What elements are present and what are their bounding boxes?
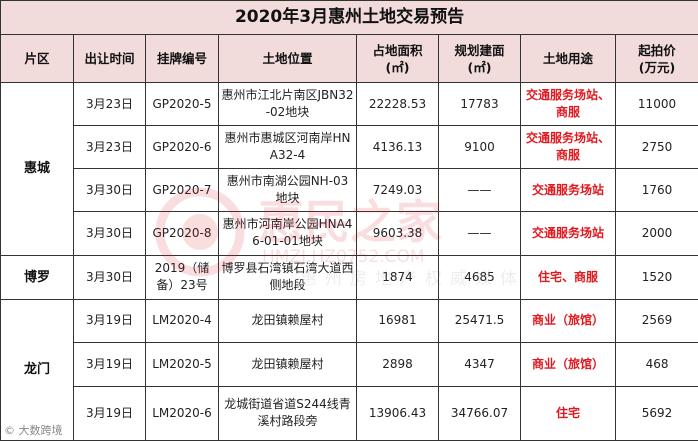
header-region: 片区: [0, 34, 74, 84]
region-cell-longmen: 龙门: [0, 298, 74, 441]
price-cell: 2750: [614, 125, 698, 170]
table-row: 3月19日 LM2020-6 龙城街道省道S244线青溪村路段旁 13906.4…: [1, 385, 698, 441]
location-cell: 龙田镇赖屋村: [218, 341, 357, 387]
region-cell-boluo: 博罗: [0, 254, 74, 300]
area-cell: 2898: [356, 341, 439, 387]
build-cell: 4347: [438, 341, 521, 387]
use-cell: 商业（旅馆）: [520, 341, 616, 387]
table-row: 博罗 3月30日 2019（储备）23号 博罗县石湾镇石湾大道西侧地段 1874…: [0, 254, 698, 300]
use-cell: 交通服务场站、商服: [520, 125, 616, 170]
title-row: 2020年3月惠州土地交易预告: [0, 0, 698, 36]
area-cell: 13906.43: [356, 385, 439, 441]
build-cell: 34766.07: [438, 385, 521, 441]
table-row: 3月19日 LM2020-5 龙田镇赖屋村 2898 4347 商业（旅馆） 4…: [1, 341, 698, 387]
use-cell: 交通服务场站: [520, 168, 616, 213]
build-cell: ——: [438, 211, 521, 256]
price-cell: 5692: [614, 385, 698, 441]
build-cell: 25471.5: [438, 298, 521, 343]
header-area: 占地面积 (㎡): [356, 34, 439, 84]
area-cell: 7249.03: [356, 168, 439, 213]
header-location: 土地位置: [218, 34, 357, 84]
area-cell: 22228.53: [356, 82, 439, 127]
use-cell: 住宅、商服: [520, 254, 616, 300]
code-cell: GP2020-8: [145, 211, 219, 256]
build-cell: 9100: [438, 125, 521, 170]
use-cell: 商业（旅馆）: [520, 298, 616, 343]
price-cell: 11000: [614, 82, 698, 127]
date-cell: 3月19日: [73, 341, 146, 387]
date-cell: 3月23日: [73, 125, 146, 170]
table-row: 3月23日 GP2020-6 惠州市惠城区河南岸HNA32-4 4136.13 …: [1, 125, 698, 170]
area-cell: 4136.13: [356, 125, 439, 170]
header-price-label: 起拍价: [638, 42, 676, 58]
source-watermark: © 大数跨境: [4, 422, 63, 438]
region-cell-huicheng: 惠城: [0, 82, 74, 256]
header-build-unit: (㎡): [467, 59, 492, 75]
header-date: 出让时间: [73, 34, 146, 84]
location-cell: 惠州市江北片南区JBN32-02地块: [218, 82, 357, 127]
date-cell: 3月30日: [73, 254, 146, 300]
location-cell: 龙城街道省道S244线青溪村路段旁: [218, 385, 357, 441]
header-build: 规划建面 (㎡): [438, 34, 521, 84]
table-row: 龙门 3月19日 LM2020-4 龙田镇赖屋村 16981 25471.5 商…: [0, 298, 698, 441]
date-cell: 3月30日: [73, 168, 146, 213]
location-cell: 惠州市河南岸公园HNA46-01-01地块: [218, 211, 357, 256]
build-cell: 4685: [438, 254, 521, 300]
code-cell: LM2020-6: [145, 385, 219, 441]
price-cell: 2000: [614, 211, 698, 256]
header-area-unit: (㎡): [385, 59, 410, 75]
area-cell: 9603.38: [356, 211, 439, 256]
code-cell: GP2020-7: [145, 168, 219, 213]
date-cell: 3月19日: [73, 298, 146, 343]
build-cell: ——: [438, 168, 521, 213]
date-cell: 3月30日: [73, 211, 146, 256]
table-row: 3月30日 GP2020-8 惠州市河南岸公园HNA46-01-01地块 960…: [1, 211, 698, 256]
date-cell: 3月23日: [73, 82, 146, 127]
date-cell: 3月19日: [73, 385, 146, 441]
build-cell: 17783: [438, 82, 521, 127]
use-cell: 交通服务场站: [520, 211, 616, 256]
source-icon: ©: [4, 424, 15, 437]
table-row: 惠城 3月23日 GP2020-5 惠州市江北片南区JBN32-02地块 222…: [0, 82, 698, 256]
price-cell: 1520: [614, 254, 698, 300]
table-title: 2020年3月惠州土地交易预告: [0, 0, 698, 36]
header-row: 片区 出让时间 挂牌编号 土地位置 占地面积 (㎡) 规划建面 (㎡) 土地用途…: [0, 34, 698, 84]
price-cell: 2569: [614, 298, 698, 343]
location-cell: 惠州市惠城区河南岸HNA32-4: [218, 125, 357, 170]
header-area-label: 占地面积: [372, 42, 423, 58]
source-label: 大数跨境: [18, 424, 63, 437]
code-cell: LM2020-5: [145, 341, 219, 387]
code-cell: GP2020-6: [145, 125, 219, 170]
header-code: 挂牌编号: [145, 34, 219, 84]
code-cell: LM2020-4: [145, 298, 219, 343]
code-cell: 2019（储备）23号: [145, 254, 219, 300]
area-cell: 16981: [356, 298, 439, 343]
code-cell: GP2020-5: [145, 82, 219, 127]
price-cell: 1760: [614, 168, 698, 213]
area-cell: 1874: [356, 254, 439, 300]
header-price-unit: (万元): [638, 59, 676, 75]
location-cell: 博罗县石湾镇石湾大道西侧地段: [218, 254, 357, 300]
location-cell: 惠州市南湖公园NH-03地块: [218, 168, 357, 213]
header-price: 起拍价 (万元): [614, 34, 698, 84]
location-cell: 龙田镇赖屋村: [218, 298, 357, 343]
use-cell: 住宅: [520, 385, 616, 441]
header-use: 土地用途: [520, 34, 616, 84]
table-row: 3月30日 GP2020-7 惠州市南湖公园NH-03地块 7249.03 ——…: [1, 168, 698, 213]
header-build-label: 规划建面: [454, 42, 505, 58]
use-cell: 交通服务场站、商服: [520, 82, 616, 127]
price-cell: 468: [614, 341, 698, 387]
